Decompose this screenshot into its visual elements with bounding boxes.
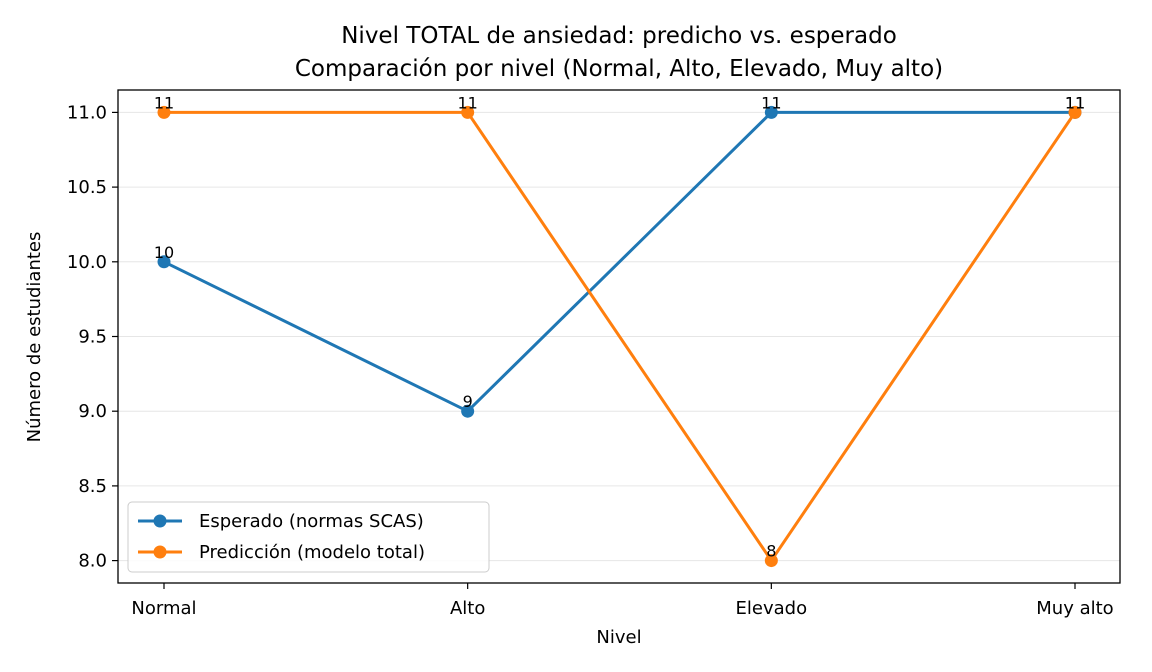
data-point bbox=[1068, 105, 1082, 119]
x-axis-ticks: Normal Alto Elevado Muy alto bbox=[131, 583, 1114, 619]
legend-label: Predicción (modelo total) bbox=[199, 542, 425, 563]
data-label: 11 bbox=[1065, 93, 1085, 112]
series-line bbox=[164, 110, 1077, 563]
legend-item: Predicción (modelo total) bbox=[138, 542, 425, 563]
y-tick-label: 9.5 bbox=[78, 327, 107, 348]
data-label: 8 bbox=[766, 542, 776, 561]
y-tick-label: 9.0 bbox=[78, 401, 107, 422]
x-tick-label: Elevado bbox=[736, 598, 808, 619]
data-label: 11 bbox=[154, 93, 174, 112]
data-label: 9 bbox=[463, 392, 473, 411]
data-point bbox=[461, 105, 475, 119]
legend-box bbox=[127, 501, 490, 573]
data-point bbox=[157, 105, 171, 119]
y-axis-label: Número de estudiantes bbox=[24, 232, 45, 443]
legend-marker bbox=[153, 514, 167, 528]
y-tick-label: 10.0 bbox=[67, 252, 107, 273]
legend-marker bbox=[153, 545, 167, 559]
chart-subtitle: Comparación por nivel (Normal, Alto, Ele… bbox=[295, 56, 943, 82]
data-label: 10 bbox=[154, 243, 174, 262]
plot-area-frame bbox=[117, 89, 1121, 584]
legend: Esperado (normas SCAS) Predicción (modelo… bbox=[127, 501, 490, 573]
y-tick-label: 8.5 bbox=[78, 476, 107, 497]
series-2: 11 11 8 11 bbox=[154, 93, 1085, 568]
chart-title: Nivel TOTAL de ansiedad: predicho vs. es… bbox=[341, 23, 897, 49]
y-tick-label: 8.0 bbox=[78, 551, 107, 572]
x-axis-label: Nivel bbox=[596, 627, 641, 648]
series-1: 10 9 11 11 bbox=[154, 93, 1085, 418]
data-point bbox=[764, 554, 778, 568]
data-label: 11 bbox=[457, 93, 477, 112]
data-label: 11 bbox=[761, 93, 781, 112]
data-point bbox=[764, 105, 778, 119]
data-label: 11 bbox=[1065, 93, 1085, 112]
legend-item: Esperado (normas SCAS) bbox=[138, 511, 424, 532]
data-point bbox=[461, 404, 475, 418]
y-axis-ticks: 8.0 8.5 9.0 9.5 10.0 10.5 11.0 bbox=[67, 102, 118, 572]
data-point bbox=[157, 255, 171, 269]
legend-label: Esperado (normas SCAS) bbox=[199, 511, 424, 532]
y-tick-label: 10.5 bbox=[67, 177, 107, 198]
y-tick-label: 11.0 bbox=[67, 102, 107, 123]
x-tick-label: Alto bbox=[450, 598, 485, 619]
x-tick-label: Muy alto bbox=[1036, 598, 1113, 619]
x-tick-label: Normal bbox=[131, 598, 196, 619]
series-line bbox=[163, 110, 1075, 413]
